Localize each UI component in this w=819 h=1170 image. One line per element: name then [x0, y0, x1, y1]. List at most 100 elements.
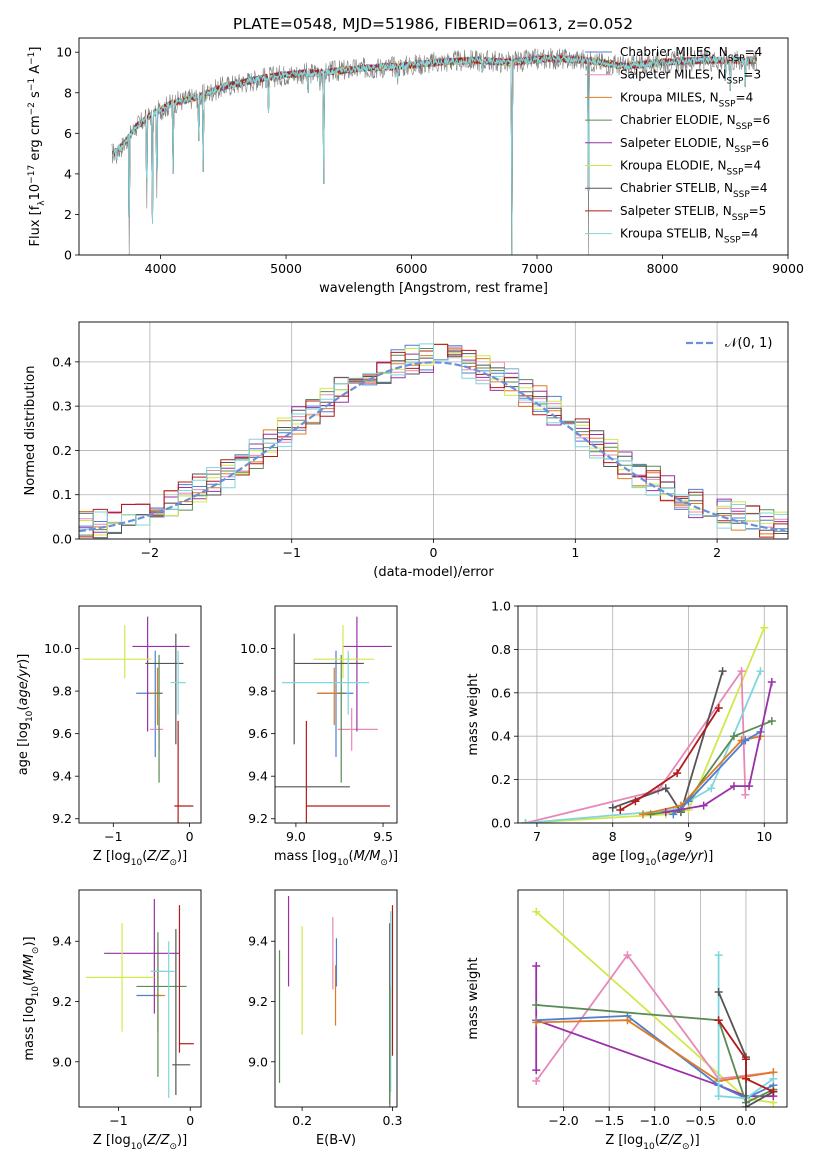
weight-series-salpeter-stelib [616, 703, 723, 814]
errorbar-salpeter-stelib [305, 720, 391, 823]
x-axis-label-part: ⊙ [682, 1142, 690, 1152]
x-axis-label-part: 10 [337, 858, 349, 868]
legend-label: Salpeter MILES, NSSP=3 [620, 68, 761, 87]
axes-frame [517, 889, 788, 1108]
weight-marker [741, 790, 750, 799]
plot-area-mass-vs-z [86, 899, 194, 1098]
y-tick-label: 9.6 [52, 726, 72, 741]
x-tick-label: −1.5 [594, 1113, 624, 1128]
legend-label-text: Kroupa STELIB, N [620, 227, 724, 241]
weight-marker [532, 1076, 541, 1085]
weight-marker [608, 803, 617, 812]
weight-marker [741, 1074, 750, 1083]
legend-label: Chabrier ELODIE, NSSP=6 [620, 113, 770, 132]
axes-frame [517, 605, 788, 824]
weight-marker [673, 769, 682, 778]
errorbar-kroupa-miles [316, 667, 343, 726]
y-axis-label: Normed distribution [23, 366, 38, 496]
legend-label-text: Kroupa ELODIE, N [620, 159, 727, 173]
x-tick-label: 0 [430, 545, 438, 560]
y-axis-label-part: ⊙ [31, 947, 41, 955]
plot-area-residuals [79, 343, 788, 539]
y-axis-label-part: age [log [16, 722, 31, 775]
y-tick-label: 8 [64, 85, 72, 100]
y-tick-label: 0.4 [491, 729, 511, 744]
panel-weights-vs-z: −2.0 −1.5 −1.0 −0.5 0.0 Z [log10(Z/Z⊙)] mass w… [466, 889, 788, 1152]
legend-label-eq: =5 [749, 204, 767, 218]
x-axis-label-part: ( [142, 849, 147, 864]
x-axis-label: Z [log10(Z/Z⊙)] [93, 849, 187, 868]
x-axis-label-part: )] [690, 1133, 700, 1148]
x-tick-label: 9 [685, 829, 693, 844]
plot-area-weights-vs-z [532, 907, 778, 1107]
x-tick-label: −2 [141, 545, 159, 560]
axes-frame [78, 605, 202, 824]
weight-series-chabrier-stelib [608, 667, 727, 817]
normal-curve [79, 361, 786, 533]
weight-line [665, 681, 773, 813]
legend-label-sub: SSP [719, 99, 736, 109]
x-tick-label: 7000 [521, 261, 553, 276]
y-axis-label-part: 10 [31, 986, 41, 998]
legend-label: Chabrier MILES, NSSP=4 [620, 45, 762, 64]
legend-label: Kroupa MILES, NSSP=4 [620, 90, 753, 109]
errorbar-salpeter-miles [149, 708, 163, 751]
y-tick-label: 6 [64, 126, 72, 141]
y-axis-label-part: mass weight [466, 673, 481, 755]
axes-frame [274, 889, 398, 1108]
y-tick-label: 0.3 [52, 399, 72, 414]
figure-panels: 4000 5000 6000 7000 8000 90000246810wavelengt… [16, 37, 804, 1152]
y-tick-label: 9.2 [52, 994, 72, 1009]
model-spectrum-kroupa-miles [112, 54, 757, 255]
weight-marker [769, 1074, 778, 1083]
x-tick-label: −1 [104, 829, 122, 844]
x-axis-label-part: )] [703, 849, 713, 864]
weight-marker [707, 784, 716, 793]
weight-line [536, 1004, 774, 1104]
x-axis-label-part: mass [log [274, 849, 337, 864]
errorbar-chabrier-stelib [145, 633, 184, 745]
x-axis-label-part: ( [655, 1133, 660, 1148]
weight-line [672, 731, 761, 815]
y-axis-label: mass [log10(M/M⊙)] [22, 936, 41, 1060]
x-axis-label-part: 10 [131, 1142, 143, 1152]
x-axis-label-part: 10 [645, 858, 657, 868]
model-spectrum-salpeter-miles [112, 53, 757, 255]
x-axis-label-part: Z [log [93, 849, 131, 864]
y-tick-label: 0.6 [491, 685, 511, 700]
legend-label-sub: SSP [727, 168, 744, 178]
weight-marker [760, 623, 769, 632]
legend-label: Salpeter ELODIE, NSSP=6 [620, 136, 769, 155]
y-tick-label: 0.4 [52, 354, 72, 369]
weight-marker [521, 819, 530, 823]
legend-label-eq: =6 [751, 136, 769, 150]
weight-marker [756, 667, 765, 676]
y-tick-label: 9.8 [248, 684, 268, 699]
weight-marker [714, 951, 723, 960]
x-tick-label: 10 [756, 829, 772, 844]
weight-marker [532, 1066, 541, 1075]
y-axis-label-part: Normed distribution [23, 366, 38, 496]
axes-frame [78, 37, 789, 256]
errorbar-kroupa-miles [154, 971, 166, 1032]
y-tick-label: 0.0 [491, 816, 511, 831]
x-tick-label: −1 [109, 1113, 127, 1128]
y-tick-label: 0 [64, 248, 72, 263]
model-spectrum-kroupa-stelib [112, 53, 757, 255]
y-tick-label: 0.2 [491, 772, 511, 787]
x-tick-label: −1 [282, 545, 300, 560]
y-tick-label: 9.2 [248, 994, 268, 1009]
errorbar-salpeter-elodie [342, 616, 392, 732]
weight-line [717, 1019, 774, 1093]
weight-marker [631, 797, 640, 806]
legend-label-text: Chabrier ELODIE, N [620, 113, 736, 127]
x-axis-label-part: ⊙ [169, 858, 177, 868]
errorbar-chabrier-elodie [155, 654, 163, 783]
weight-marker [714, 703, 723, 712]
x-tick-label: 8000 [647, 261, 679, 276]
y-axis-label-part: −1 [27, 78, 37, 91]
y-tick-label: 9.8 [52, 684, 72, 699]
errorbar-chabrier-stelib [172, 929, 191, 1095]
y-axis-label: Flux [fλ10−17 erg cm−2 s−1 A−1] [27, 47, 47, 247]
weight-marker [661, 808, 670, 817]
